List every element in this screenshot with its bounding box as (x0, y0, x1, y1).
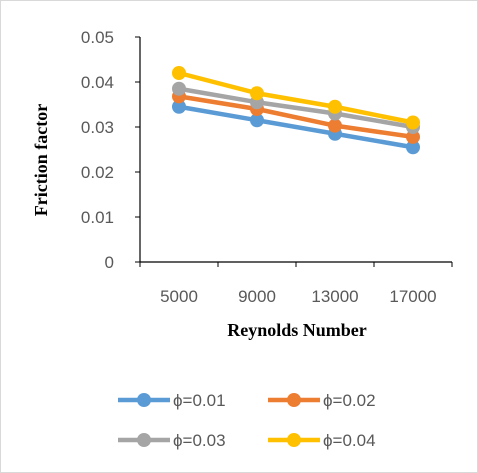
legend-item: ϕ=0.04 (268, 431, 376, 450)
x-axis-title: Reynolds Number (227, 320, 367, 340)
legend-item: ϕ=0.01 (118, 391, 226, 410)
legend-swatch-marker (287, 433, 301, 447)
y-axis-title: Friction factor (31, 104, 51, 216)
legend: ϕ=0.01 ϕ=0.02 ϕ=0.03 ϕ=0.04 (118, 391, 376, 450)
data-point (172, 81, 186, 96)
data-point (328, 118, 342, 133)
y-tick-label: 0.02 (81, 163, 114, 182)
x-axis-ticks: 5000 9000 13000 17000 (139, 262, 453, 306)
y-axis-ticks: 0 0.01 0.02 0.03 0.04 0.05 (81, 28, 140, 272)
data-point (406, 129, 420, 144)
data-point (172, 66, 186, 80)
series-line (176, 86, 416, 130)
data-point (250, 86, 264, 101)
legend-swatch-marker (137, 433, 151, 447)
data-point (406, 115, 420, 130)
series-layer (172, 66, 420, 155)
x-tick-label: 17000 (389, 287, 436, 306)
legend-label: ϕ=0.02 (323, 391, 376, 410)
x-tick-label: 13000 (311, 287, 358, 306)
legend-label: ϕ=0.03 (173, 431, 226, 450)
y-tick-label: 0.01 (81, 208, 114, 227)
legend-label: ϕ=0.01 (173, 391, 226, 410)
legend-swatch-marker (137, 393, 151, 407)
legend-item: ϕ=0.03 (118, 431, 226, 450)
x-tick-label: 5000 (160, 287, 198, 306)
data-point (328, 99, 342, 114)
y-tick-label: 0 (105, 253, 114, 272)
data-point (172, 99, 186, 114)
series-line (176, 104, 416, 150)
y-tick-label: 0.05 (81, 28, 114, 47)
data-point (250, 113, 264, 128)
legend-item: ϕ=0.02 (268, 391, 376, 410)
legend-label: ϕ=0.04 (323, 431, 376, 450)
series-4 (172, 66, 420, 130)
series-1 (172, 99, 420, 155)
x-tick-label: 9000 (238, 287, 276, 306)
y-tick-label: 0.04 (81, 73, 114, 92)
legend-swatch-marker (287, 393, 301, 407)
data-point (406, 140, 420, 155)
series-line (176, 70, 416, 125)
series-line (176, 94, 416, 140)
y-tick-label: 0.03 (81, 118, 114, 137)
series-2 (172, 89, 420, 144)
